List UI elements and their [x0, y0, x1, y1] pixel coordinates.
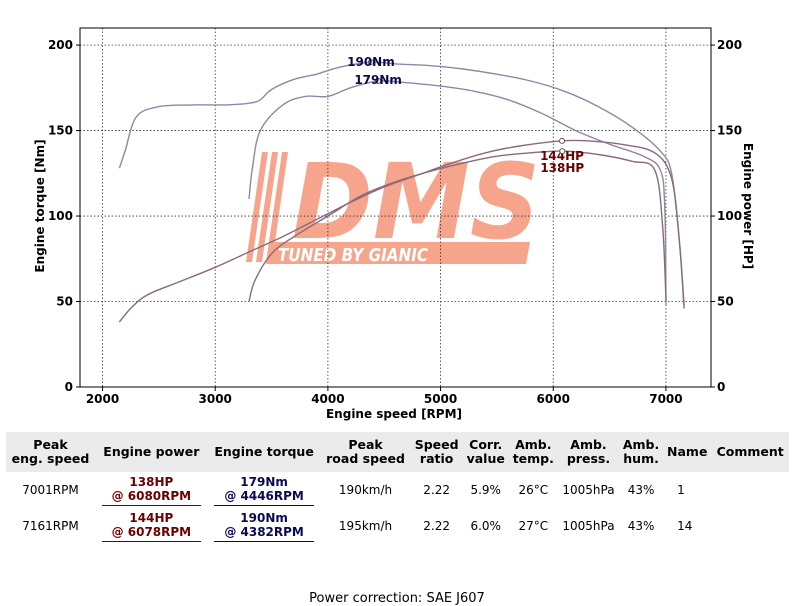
cell-amb-press: 1005hPa [562, 483, 615, 497]
plot-frame [79, 27, 712, 388]
cell-amb-hum: 43% [627, 519, 655, 533]
peak-label: 138HP [540, 161, 584, 175]
header-amb-temp: Amb. temp. [508, 432, 558, 472]
peak-label: 144HP [540, 149, 584, 163]
peak-label: 190Nm [347, 55, 395, 69]
curve-torque_run1 [248, 80, 667, 305]
header-amb-hum: Amb. hum. [619, 432, 664, 472]
y-tick-label-right: 200 [717, 38, 742, 52]
x-tick-label: 5000 [424, 392, 457, 406]
y-tick-label-right: 100 [717, 209, 742, 223]
dyno-chart: DMS TUNED BY GIANIC 2000 3000 4000 5000 6000… [33, 27, 755, 421]
header-corr-value: Corr. value [462, 432, 509, 472]
y-tick-label-left: 150 [48, 124, 73, 138]
table-row: 7161RPM 144HP @ 6078RPM 190Nm @ 4382RPM 19… [6, 508, 789, 544]
header-engine-torque: Engine torque [207, 432, 321, 472]
cell-corr-value: 5.9% [470, 483, 501, 497]
table-row: 7001RPM 138HP @ 6080RPM 179Nm @ 4446RPM 19… [6, 472, 789, 508]
y-tick-label-right: 150 [717, 124, 742, 138]
y-tick-label-left: 200 [48, 38, 73, 52]
header-speed-ratio: Speed ratio [410, 432, 463, 472]
header-engine-power: Engine power [94, 432, 208, 472]
y-axis-right-title: Engine power [HP] [741, 143, 755, 269]
watermark-tagline: TUNED BY GIANIC [278, 245, 429, 266]
cell-comment [711, 508, 789, 544]
x-tick-label: 4000 [311, 392, 344, 406]
cell-road-speed: 195km/h [338, 519, 393, 533]
cell-peak-eng-speed: 7001RPM [22, 483, 79, 497]
y-axis-left-title: Engine torque [Nm] [33, 139, 47, 272]
x-tick-label: 2000 [86, 392, 119, 406]
cell-corr-value: 6.0% [470, 519, 501, 533]
cell-engine-torque: 179Nm @ 4446RPM [208, 472, 321, 508]
y-tick-label-left: 0 [65, 380, 73, 394]
cell-amb-temp: 27°C [518, 519, 549, 533]
cell-engine-power: 138HP @ 6080RPM [95, 472, 208, 508]
header-peak-eng-speed: Peak eng. speed [6, 432, 95, 472]
dms-watermark-logo: DMS TUNED BY GIANIC [246, 141, 540, 266]
header-peak-road-speed: Peak road speed [320, 432, 411, 472]
cell-speed-ratio: 2.22 [423, 519, 450, 533]
peak-marker [367, 59, 374, 66]
header-amb-press: Amb. press. [557, 432, 620, 472]
peak-marker [559, 148, 566, 155]
x-tick-label: 7000 [649, 392, 682, 406]
cell-engine-power: 144HP @ 6078RPM [95, 508, 208, 544]
peak-marker [375, 77, 382, 84]
cell-comment [711, 472, 789, 508]
cell-speed-ratio: 2.22 [423, 483, 450, 497]
cell-road-speed: 190km/h [338, 483, 393, 497]
cell-amb-temp: 26°C [518, 483, 549, 497]
y-tick-label-right: 0 [717, 380, 725, 394]
table-header-row: Peak eng. speed Engine power Engine torqu… [6, 432, 789, 472]
x-tick-label: 3000 [199, 392, 232, 406]
grid-lines [80, 28, 711, 387]
peak-marker [559, 137, 566, 144]
header-comment: Comment [711, 432, 789, 472]
x-tick-label: 6000 [537, 392, 570, 406]
cell-peak-eng-speed: 7161RPM [22, 519, 79, 533]
x-axis-title: Engine speed [RPM] [326, 407, 462, 421]
plot-border [79, 27, 712, 388]
axis-ticks: 2000 3000 4000 5000 6000 7000 0 0 50 50 100 100 150 1… [48, 38, 742, 406]
cell-amb-hum: 43% [627, 483, 655, 497]
cell-engine-torque: 190Nm @ 4382RPM [208, 508, 321, 544]
y-tick-label-left: 100 [48, 209, 73, 223]
y-tick-label-left: 50 [56, 295, 73, 309]
cell-name: 1 [677, 483, 685, 497]
results-table: Peak eng. speed Engine power Engine torqu… [6, 432, 789, 544]
cell-name: 14 [677, 519, 693, 533]
y-tick-label-right: 50 [717, 295, 734, 309]
cell-amb-press: 1005hPa [562, 519, 615, 533]
header-name: Name [663, 432, 712, 472]
peak-label: 179Nm [354, 73, 402, 87]
curve-power_run1 [248, 150, 667, 302]
